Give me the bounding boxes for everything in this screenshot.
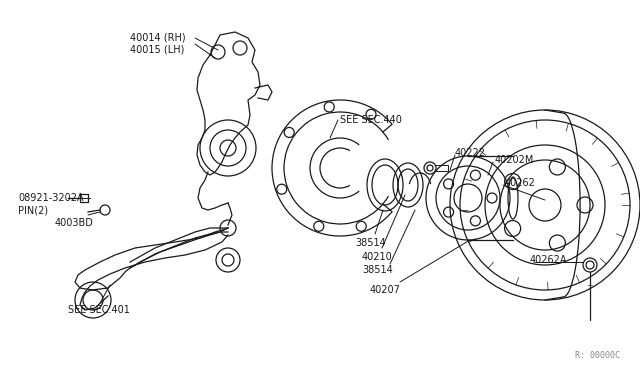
Text: 40262: 40262 — [505, 178, 536, 188]
Text: 40202M: 40202M — [495, 155, 534, 165]
Text: PIN(2): PIN(2) — [18, 205, 48, 215]
Text: 4003BD: 4003BD — [55, 218, 94, 228]
Text: 40207: 40207 — [370, 285, 401, 295]
Text: 38514: 38514 — [355, 238, 386, 248]
Text: 38514: 38514 — [362, 265, 393, 275]
Text: 40015 (LH): 40015 (LH) — [130, 44, 184, 54]
Text: 40222: 40222 — [455, 148, 486, 158]
Text: 40210: 40210 — [362, 252, 393, 262]
Text: 08921-3202A: 08921-3202A — [18, 193, 84, 203]
Text: SEE SEC.440: SEE SEC.440 — [340, 115, 402, 125]
Text: 40014 (RH): 40014 (RH) — [130, 32, 186, 42]
Text: 40262A: 40262A — [530, 255, 568, 265]
Text: R: 00000C: R: 00000C — [575, 351, 620, 360]
Text: SEE SEC.401: SEE SEC.401 — [68, 305, 130, 315]
